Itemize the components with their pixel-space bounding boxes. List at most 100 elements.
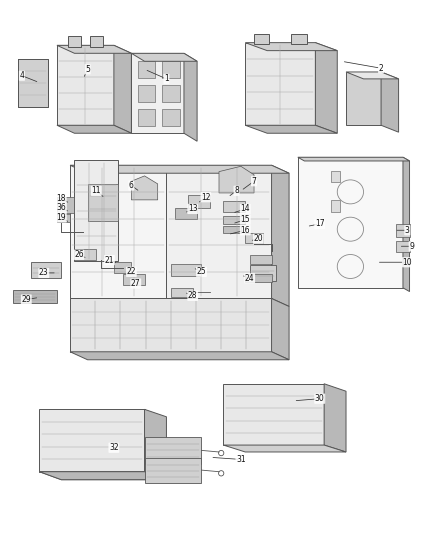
- Polygon shape: [346, 72, 399, 79]
- Polygon shape: [331, 171, 340, 182]
- Polygon shape: [171, 288, 193, 297]
- Polygon shape: [31, 262, 61, 278]
- Text: 15: 15: [240, 215, 250, 224]
- Text: 25: 25: [197, 268, 206, 276]
- Polygon shape: [223, 226, 241, 233]
- Polygon shape: [250, 255, 272, 264]
- Polygon shape: [39, 472, 166, 480]
- Text: 23: 23: [39, 269, 49, 277]
- Polygon shape: [114, 262, 131, 273]
- Polygon shape: [162, 61, 180, 78]
- Polygon shape: [272, 298, 289, 360]
- Text: 22: 22: [127, 268, 136, 276]
- Polygon shape: [39, 409, 145, 472]
- Polygon shape: [74, 249, 96, 260]
- Polygon shape: [245, 43, 315, 125]
- Polygon shape: [166, 165, 272, 298]
- Text: 16: 16: [240, 226, 250, 235]
- Text: 31: 31: [236, 455, 246, 464]
- Text: 32: 32: [109, 443, 119, 452]
- Polygon shape: [245, 43, 337, 51]
- Polygon shape: [70, 165, 289, 173]
- Text: 14: 14: [240, 205, 250, 213]
- Text: 13: 13: [188, 205, 198, 213]
- Text: 5: 5: [85, 65, 90, 74]
- Polygon shape: [403, 157, 410, 292]
- Polygon shape: [57, 45, 114, 125]
- Text: 27: 27: [131, 279, 141, 288]
- Polygon shape: [131, 53, 197, 61]
- Polygon shape: [145, 409, 166, 480]
- Polygon shape: [114, 45, 131, 133]
- Polygon shape: [88, 184, 118, 221]
- Text: 4: 4: [19, 71, 25, 80]
- Text: 19: 19: [57, 213, 66, 222]
- Polygon shape: [250, 265, 276, 281]
- Polygon shape: [223, 384, 324, 445]
- Polygon shape: [219, 166, 254, 193]
- Polygon shape: [381, 72, 399, 132]
- Text: 11: 11: [92, 187, 101, 195]
- Polygon shape: [138, 61, 155, 78]
- Polygon shape: [138, 85, 155, 102]
- Polygon shape: [298, 157, 403, 288]
- Polygon shape: [254, 34, 269, 44]
- Text: 30: 30: [315, 394, 325, 403]
- Polygon shape: [291, 34, 307, 44]
- Polygon shape: [272, 165, 289, 306]
- Polygon shape: [57, 45, 131, 53]
- Polygon shape: [324, 384, 346, 452]
- Polygon shape: [74, 160, 118, 261]
- Polygon shape: [396, 224, 410, 237]
- Polygon shape: [162, 109, 180, 126]
- Polygon shape: [162, 85, 180, 102]
- Text: 3: 3: [405, 226, 410, 235]
- Polygon shape: [331, 200, 340, 212]
- Polygon shape: [70, 298, 272, 352]
- Text: 24: 24: [245, 274, 254, 282]
- Polygon shape: [68, 36, 81, 47]
- Text: 2: 2: [379, 64, 383, 72]
- Polygon shape: [245, 125, 337, 133]
- Text: 7: 7: [251, 177, 257, 185]
- Polygon shape: [57, 197, 74, 213]
- Polygon shape: [223, 445, 346, 452]
- Polygon shape: [223, 216, 245, 224]
- Polygon shape: [188, 195, 210, 208]
- Text: 20: 20: [254, 235, 263, 243]
- Polygon shape: [346, 72, 381, 125]
- Polygon shape: [245, 274, 272, 282]
- Polygon shape: [171, 264, 201, 276]
- Polygon shape: [70, 165, 166, 298]
- Polygon shape: [18, 59, 48, 107]
- Polygon shape: [145, 437, 201, 464]
- Text: 36: 36: [57, 204, 66, 212]
- Text: 17: 17: [315, 220, 325, 228]
- Text: 28: 28: [188, 292, 198, 300]
- Text: 9: 9: [409, 242, 414, 251]
- Text: 21: 21: [105, 256, 114, 264]
- Polygon shape: [131, 53, 184, 133]
- Polygon shape: [396, 241, 410, 252]
- Polygon shape: [13, 290, 57, 303]
- Polygon shape: [145, 458, 201, 483]
- Text: 12: 12: [201, 193, 211, 201]
- Text: 29: 29: [21, 295, 31, 304]
- Polygon shape: [123, 274, 145, 285]
- Polygon shape: [57, 125, 131, 133]
- Text: 26: 26: [74, 251, 84, 259]
- Polygon shape: [223, 201, 245, 212]
- Polygon shape: [138, 109, 155, 126]
- Polygon shape: [70, 352, 289, 360]
- Text: 8: 8: [234, 187, 239, 195]
- Text: 1: 1: [164, 75, 169, 83]
- Polygon shape: [245, 233, 263, 243]
- Polygon shape: [184, 53, 197, 141]
- Polygon shape: [131, 176, 158, 200]
- Polygon shape: [298, 157, 410, 161]
- Polygon shape: [175, 208, 197, 219]
- Polygon shape: [315, 43, 337, 133]
- Text: 6: 6: [129, 181, 134, 190]
- Polygon shape: [90, 36, 103, 47]
- Polygon shape: [57, 214, 70, 222]
